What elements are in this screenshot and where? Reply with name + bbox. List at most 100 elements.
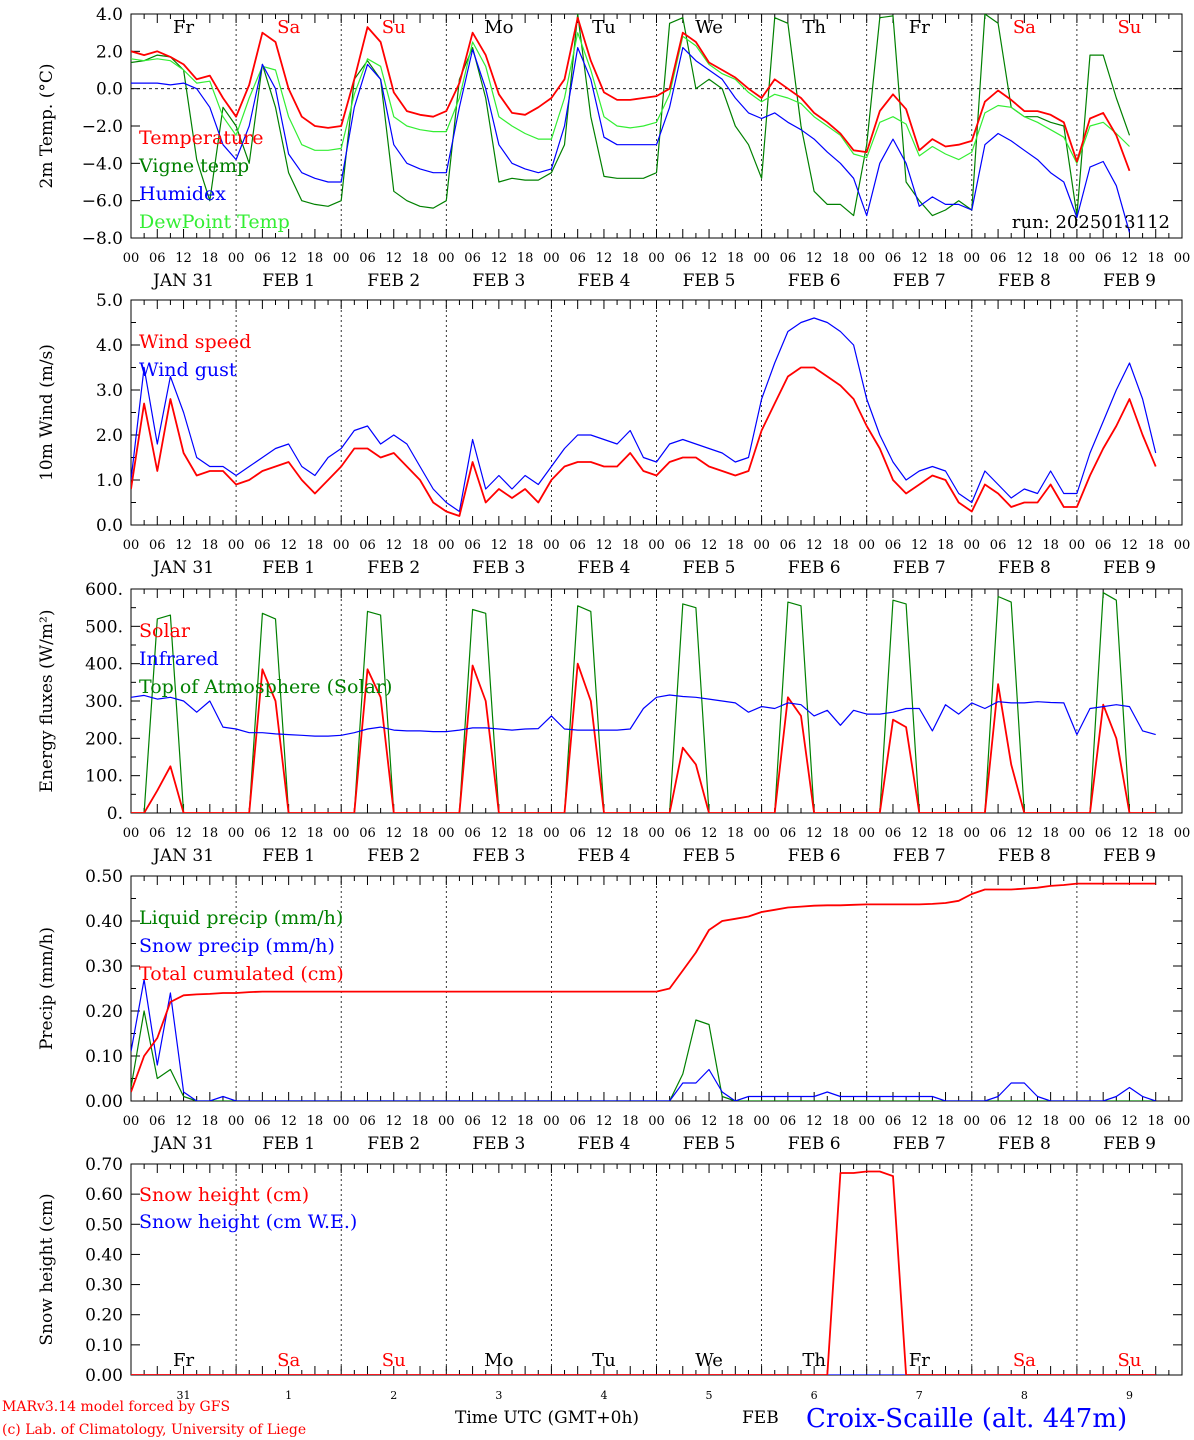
date-label: JAN 31 [151, 1134, 214, 1154]
hour-label: 00 [753, 251, 770, 266]
hour-label: 00 [333, 1114, 350, 1129]
hour-label: 12 [385, 251, 402, 266]
hour-label: 18 [937, 251, 954, 266]
hour-label: 12 [911, 1114, 928, 1129]
hour-label: 18 [412, 1114, 429, 1129]
hour-label: 06 [675, 538, 692, 553]
hour-label: 00 [753, 538, 770, 553]
hour-label: 18 [202, 826, 219, 841]
date-label: FEB 4 [577, 846, 630, 866]
day-number: 1 [285, 1389, 292, 1402]
day-number: 9 [1126, 1389, 1133, 1402]
hour-label: 00 [123, 1114, 140, 1129]
date-label: FEB 8 [998, 558, 1051, 578]
day-number: 3 [495, 1389, 502, 1402]
date-label: FEB 2 [367, 558, 420, 578]
legend-entry: Wind speed [139, 331, 251, 353]
hour-label: 12 [596, 826, 613, 841]
x-axis-title: Time UTC (GMT+0h) [455, 1408, 639, 1428]
hour-label: 06 [464, 1114, 481, 1129]
hour-label: 12 [1121, 251, 1138, 266]
hour-label: 06 [990, 538, 1007, 553]
weekday-label: Su [1117, 17, 1141, 38]
hour-label: 18 [517, 538, 534, 553]
weekday-label: Fr [173, 1350, 194, 1371]
series-total-cumulated-cm [131, 882, 1156, 1093]
hour-label: 12 [806, 826, 823, 841]
hour-label: 06 [1095, 826, 1112, 841]
hour-label: 00 [1069, 251, 1086, 266]
hour-label: 06 [885, 826, 902, 841]
y-tick-label: 0.20 [85, 1306, 123, 1326]
hour-label: 06 [1095, 538, 1112, 553]
hour-label: 12 [385, 826, 402, 841]
date-label: FEB 8 [998, 271, 1051, 291]
hour-label: 00 [1069, 538, 1086, 553]
date-label: FEB 5 [683, 1134, 736, 1154]
hour-label: 00 [1174, 1114, 1191, 1129]
hour-label: 12 [280, 826, 297, 841]
weekday-label: Th [802, 1350, 826, 1371]
date-label: FEB 2 [367, 846, 420, 866]
hour-label: 18 [307, 1114, 324, 1129]
hour-label: 06 [149, 826, 166, 841]
date-label: JAN 31 [151, 271, 214, 291]
hour-label: 00 [333, 251, 350, 266]
hour-label: 00 [228, 538, 245, 553]
hour-label: 06 [254, 251, 271, 266]
hour-label: 12 [491, 826, 508, 841]
hour-label: 18 [727, 826, 744, 841]
hour-label: 12 [175, 826, 192, 841]
date-label: FEB 8 [998, 846, 1051, 866]
weekday-label: Th [802, 17, 826, 38]
hour-label: 18 [832, 251, 849, 266]
y-tick-label: 2.0 [96, 42, 123, 62]
hour-label: 18 [727, 251, 744, 266]
hour-label: 18 [937, 826, 954, 841]
day-number: 5 [706, 1389, 713, 1402]
hour-label: 00 [543, 251, 560, 266]
date-label: FEB 6 [788, 1134, 841, 1154]
hour-label: 06 [359, 251, 376, 266]
hour-label: 00 [858, 1114, 875, 1129]
y-tick-label: 0.70 [85, 1155, 123, 1175]
hour-label: 06 [464, 538, 481, 553]
hour-label: 00 [438, 1114, 455, 1129]
date-label: FEB 4 [577, 558, 630, 578]
series-wind-speed [131, 366, 1157, 517]
hour-label: 12 [1016, 1114, 1033, 1129]
hour-label: 00 [1174, 251, 1191, 266]
weekday-label: We [695, 17, 723, 38]
hour-label: 06 [569, 1114, 586, 1129]
weekday-label: Fr [909, 1350, 930, 1371]
hour-label: 00 [753, 1114, 770, 1129]
hour-label: 18 [412, 826, 429, 841]
hour-label: 18 [1042, 251, 1059, 266]
hour-label: 00 [858, 538, 875, 553]
y-axis-title: Snow height (cm) [37, 1193, 57, 1345]
date-label: FEB 5 [683, 558, 736, 578]
legend-entry: DewPoint Temp [139, 211, 290, 233]
weekday-label: Su [382, 17, 406, 38]
y-tick-label: −4.0 [82, 154, 123, 174]
panel-temp: 4.0 2.0 0.0 −2.0 −4.0 −6.0 −8.0 2m Temp. (°C) 00… [37, 5, 1190, 291]
hour-label: 06 [569, 538, 586, 553]
hour-label: 06 [359, 1114, 376, 1129]
y-axis-title: Precip (mm/h) [37, 927, 57, 1050]
series-infrared [131, 694, 1156, 737]
date-label: FEB 1 [262, 271, 315, 291]
y-tick-label: 0.30 [85, 957, 123, 977]
date-label: FEB 5 [683, 846, 736, 866]
day-number: 6 [811, 1389, 818, 1402]
hour-label: 12 [806, 1114, 823, 1129]
hour-label: 12 [911, 826, 928, 841]
hour-label: 18 [727, 1114, 744, 1129]
footer: MARv3.14 model forced by GFS (c) Lab. of… [2, 1399, 1127, 1438]
date-label: JAN 31 [151, 846, 214, 866]
legend-entry: Top of Atmosphere (Solar) [139, 676, 392, 698]
hour-label: 00 [964, 1114, 981, 1129]
hour-label: 06 [464, 826, 481, 841]
hour-label: 00 [858, 826, 875, 841]
hour-label: 18 [517, 1114, 534, 1129]
date-label: FEB 6 [788, 846, 841, 866]
